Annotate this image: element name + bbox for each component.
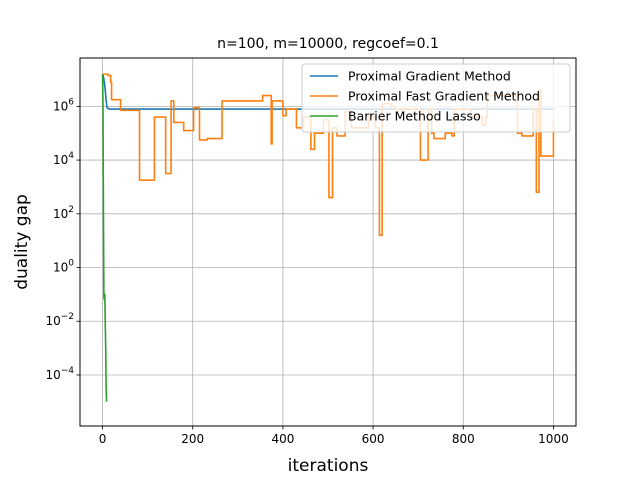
- legend-box: [301, 63, 571, 133]
- y-axis-label: duality gap: [12, 194, 32, 290]
- x-axis-ticks: 0 200 400 600 800 1000: [99, 426, 569, 446]
- x-tick-label-5: 1000: [538, 432, 569, 446]
- legend: Proximal Gradient Method Proximal Fast Gr…: [301, 63, 571, 133]
- plot-frame: [79, 57, 577, 427]
- x-tick-label-2: 400: [271, 432, 294, 446]
- legend-label-2: Barrier Method Lasso: [348, 109, 481, 124]
- legend-label-1: Proximal Fast Gradient Method: [348, 89, 540, 104]
- x-tick-label-0: 0: [99, 432, 107, 446]
- x-axis-label: iterations: [288, 456, 369, 476]
- chart-title: n=100, m=10000, regcoef=0.1: [217, 36, 439, 52]
- legend-label-0: Proximal Gradient Method: [348, 69, 511, 84]
- x-tick-label-3: 600: [362, 432, 385, 446]
- x-tick-label-1: 200: [181, 432, 204, 446]
- x-tick-label-4: 800: [452, 432, 475, 446]
- series-line-2: [101, 74, 108, 402]
- grid: [80, 58, 576, 426]
